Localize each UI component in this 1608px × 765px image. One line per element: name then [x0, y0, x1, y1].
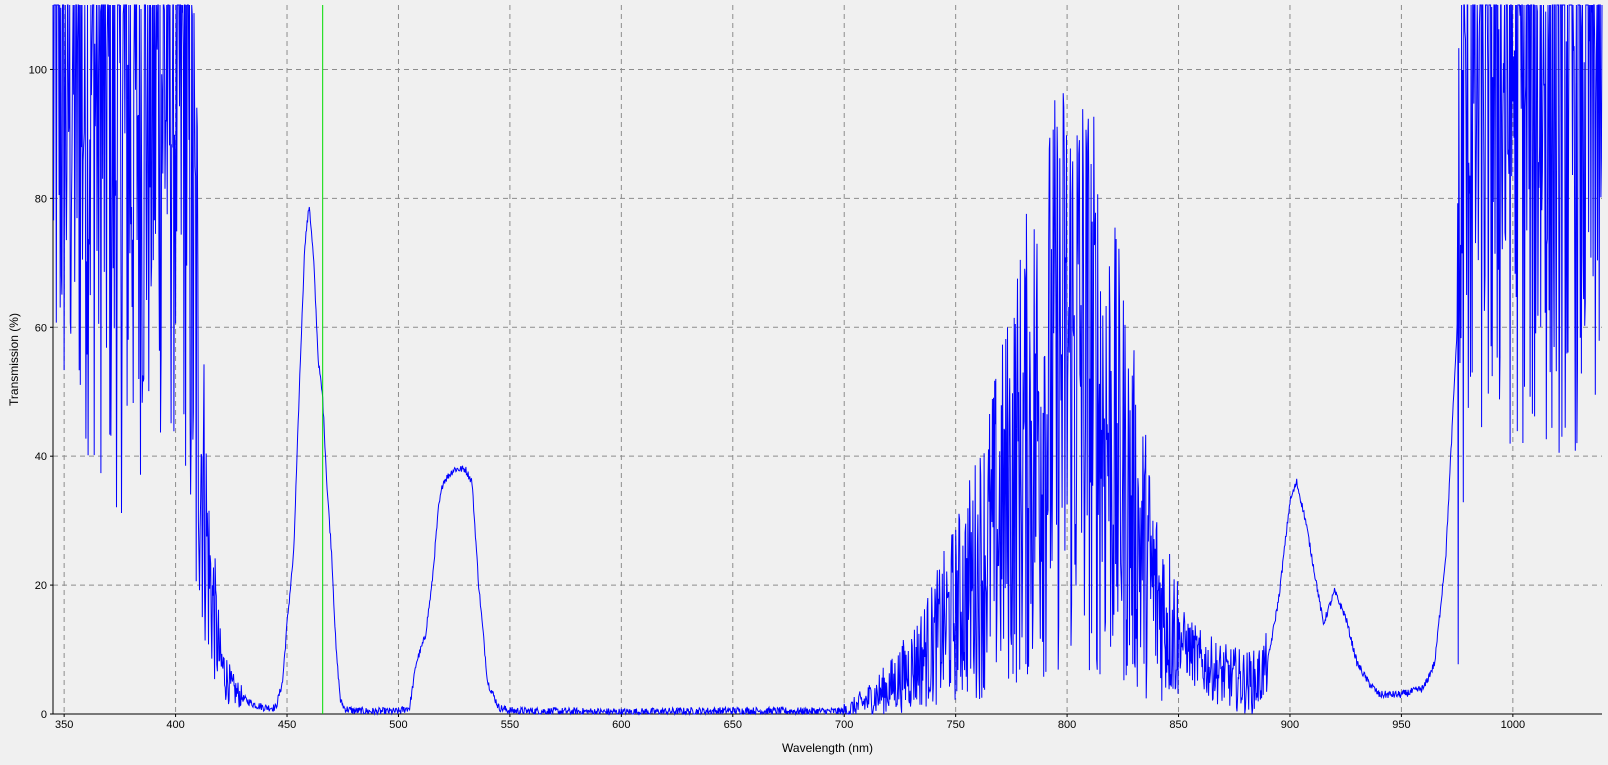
y-tick-label: 0: [41, 709, 47, 721]
x-tick-label: 850: [1169, 719, 1187, 731]
plot-area: [53, 5, 1602, 714]
tick-labels: 350 400 450 500 550 600 650 700 750 800 850 900 950 1…: [29, 64, 1525, 731]
y-axis-title: Transmission (%): [7, 313, 21, 406]
x-tick-label: 900: [1281, 719, 1299, 731]
y-tick-label: 20: [35, 580, 47, 592]
x-tick-label: 750: [946, 719, 964, 731]
x-axis-title: Wavelength (nm): [782, 741, 873, 755]
x-tick-label: 350: [55, 719, 73, 731]
y-tick-label: 40: [35, 451, 47, 463]
x-tick-label: 550: [501, 719, 519, 731]
y-tick-label: 80: [35, 193, 47, 205]
grid: [52, 5, 1602, 715]
x-tick-label: 600: [612, 719, 630, 731]
x-tick-label: 1000: [1501, 719, 1525, 731]
x-tick-label: 400: [166, 719, 184, 731]
x-tick-label: 500: [389, 719, 407, 731]
x-tick-label: 700: [835, 719, 853, 731]
x-tick-label: 950: [1392, 719, 1410, 731]
x-tick-label: 800: [1058, 719, 1076, 731]
y-tick-label: 100: [29, 64, 47, 76]
x-tick-label: 650: [724, 719, 742, 731]
x-tick-label: 450: [278, 719, 296, 731]
series-line-transmission: [52, 4, 1603, 716]
y-tick-label: 60: [35, 322, 47, 334]
